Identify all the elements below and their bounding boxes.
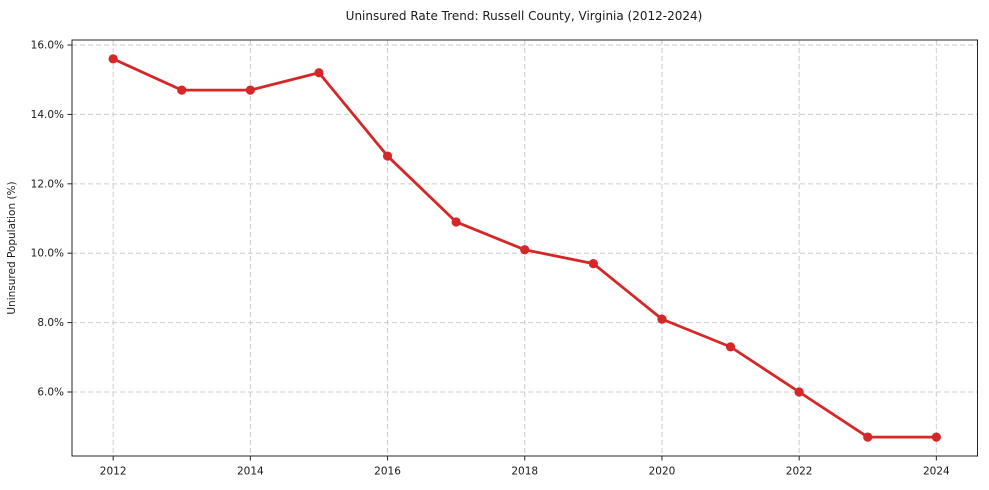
data-point-marker: [108, 54, 118, 64]
x-tick-label: 2016: [374, 466, 401, 478]
gridlines: [72, 40, 978, 456]
data-point-marker: [245, 85, 255, 95]
y-tick-label: 16.0%: [31, 40, 64, 52]
axes: 2012 2014 2016 2018 2020 2022 2024 6.0% 8.0% 10.0…: [31, 39, 978, 478]
data-point-marker: [520, 245, 530, 255]
x-tick-label: 2020: [649, 466, 676, 478]
x-tick-label: 2014: [237, 466, 264, 478]
chart-title: Uninsured Rate Trend: Russell County, Vi…: [346, 9, 703, 23]
data-point-marker: [657, 314, 667, 324]
x-tick-label: 2024: [923, 466, 950, 478]
data-point-marker: [314, 68, 324, 78]
x-tick-label: 2018: [511, 466, 538, 478]
y-tick-label: 10.0%: [31, 248, 64, 260]
y-tick-label: 6.0%: [37, 386, 64, 398]
data-point-marker: [794, 387, 804, 397]
data-point-marker: [451, 217, 461, 227]
y-axis-label: Uninsured Population (%): [6, 181, 18, 314]
y-tick-label: 14.0%: [31, 109, 64, 121]
x-tick-label: 2012: [100, 466, 127, 478]
x-tick-label: 2022: [786, 466, 813, 478]
data-point-marker: [588, 259, 598, 269]
data-point-marker: [382, 151, 393, 161]
data-point-marker: [725, 342, 736, 352]
y-tick-label: 12.0%: [31, 178, 64, 190]
data-point-marker: [863, 432, 873, 442]
data-point-marker: [177, 85, 187, 95]
data-series: [108, 54, 941, 442]
y-tick-label: 8.0%: [37, 317, 64, 329]
data-point-marker: [931, 432, 941, 442]
